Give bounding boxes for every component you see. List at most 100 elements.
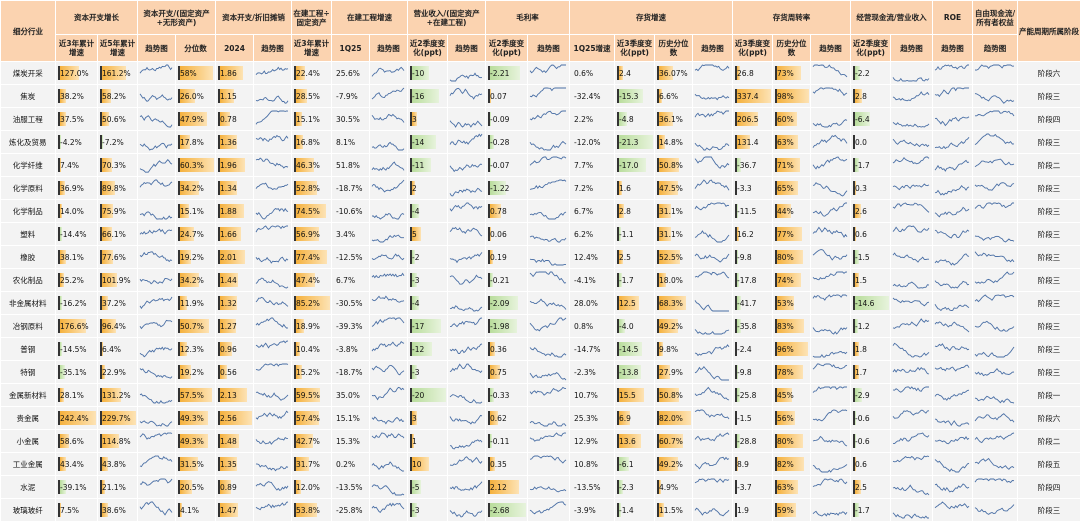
sparkline-path [694,456,730,470]
sparkline-path [371,341,405,352]
sparkline-path [694,156,730,169]
sparkline-cell [527,383,571,407]
sparkline-cell [932,498,974,522]
data-bar [294,503,318,517]
sparkline [139,368,173,379]
sparkline [974,182,1015,191]
cell: 77.4% [291,245,333,269]
sparkline [139,93,173,102]
cell-text: 77% [777,229,794,239]
cell-text: -4 [412,298,420,308]
data-bar [853,365,859,379]
data-bar [775,342,809,356]
sparkline [694,432,730,442]
sparkline-cell [972,429,1019,453]
sparkline [812,478,848,487]
cell-text: 22.9% [102,367,126,377]
sparkline [974,133,1015,145]
data-bar [657,66,674,80]
cell: 50.8% [654,383,694,407]
sparkline [255,225,289,233]
cell-text: -7.2% [102,137,124,147]
sparkline-path [371,113,405,123]
cell-text: -14.7% [574,344,601,354]
cell: 1.86 [215,61,255,85]
data-bar [294,457,309,471]
sparkline-path [372,212,405,220]
sparkline [255,463,289,472]
cell: 10 [407,452,449,476]
cell-text: 50.7% [180,321,204,331]
cell-text: 10.7% [574,390,598,400]
sparkline-path [371,416,405,425]
sparkline [934,364,970,372]
data-bar [100,342,103,356]
sparkline [371,234,405,243]
cell-text: 9.8% [659,344,679,354]
cell: 101.9% [97,268,138,292]
sparkline-path [449,363,483,374]
sparkline-path [255,110,289,125]
cell-text: -2.21 [490,68,510,78]
data-bar [488,319,517,333]
cell: -4 [407,199,449,223]
cell: 炼化及贸易 [0,130,56,154]
cell: -4.0 [614,314,656,338]
data-bar [178,204,189,218]
sparkline-cell [137,199,176,223]
cell-text: -0.21 [490,275,510,285]
sparkline-cell [932,383,974,407]
sparkline-path [974,395,1015,404]
data-bar [617,411,631,425]
cell: 0.6 [850,222,892,246]
sparkline [974,478,1015,484]
cell: 非金属材料 [0,291,56,315]
sparkline-cell [369,268,409,292]
data-bar [735,112,758,126]
cell-text: 1.15 [220,91,237,101]
sparkline-cell [447,153,487,177]
sparkline [529,235,567,243]
data-bar [58,89,66,103]
data-bar [735,457,738,471]
data-bar [294,273,315,287]
data-bar [294,227,319,241]
cell: 15.5 [614,383,656,407]
sparkline-path [139,179,173,188]
sparkline-cell [447,383,487,407]
data-bar [617,250,624,264]
cell-text: 51.8% [336,160,360,170]
cell: -10.6% [331,199,371,223]
cell-text: 47.4% [296,275,320,285]
sparkline-path [139,455,173,468]
sparkline-cell [447,199,487,223]
data-bar [775,503,797,517]
cell-text: 8.1% [336,137,356,147]
cell: 38.2% [55,84,98,108]
sparkline-path [371,161,405,172]
cell: -41.7 [732,291,774,315]
sparkline [974,93,1015,104]
sparkline [974,202,1015,209]
sparkline-cell [810,383,852,407]
cell: -1.5 [732,406,774,430]
sparkline-cell [137,153,176,177]
data-bar [735,365,739,379]
sparkline [371,364,405,376]
cell: 化学原料 [0,176,56,200]
cell: 阶段三 [1017,245,1080,269]
data-bar [488,296,519,310]
cell-text: 26.8 [737,68,754,78]
sparkline [139,115,173,128]
data-bar [853,319,858,333]
cell: -14.6 [850,291,892,315]
cell-text: -17.8 [737,275,757,285]
sparkline-path [255,481,289,491]
sparkline-path [812,409,848,422]
sparkline-path [694,478,730,484]
sparkline [694,93,730,101]
data-bar [100,365,106,379]
cell: 农化制品 [0,268,56,292]
cell-text: 14.0% [60,206,84,216]
cell-text: -4.0 [619,321,634,331]
